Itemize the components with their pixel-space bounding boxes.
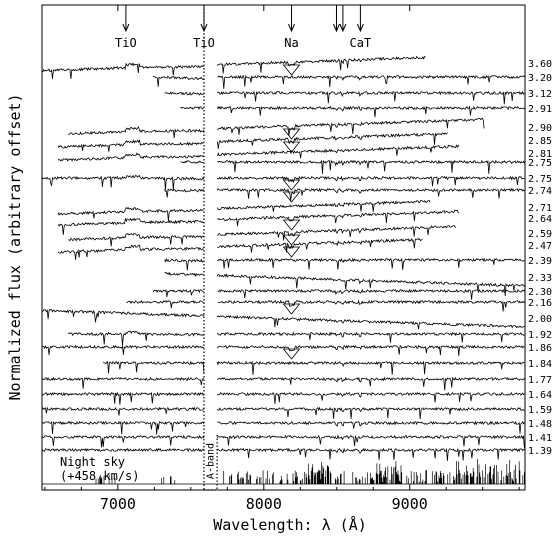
spectrum-line [42, 344, 525, 356]
a-band-label: A-band [206, 443, 217, 479]
plot-frame [41, 4, 526, 491]
marker-label: TiO [115, 36, 137, 50]
spectrum-line [57, 132, 448, 152]
spectrum-line [180, 159, 526, 174]
spectrum-line [68, 225, 457, 247]
marker-arrowhead [288, 23, 295, 33]
na-absorption-marker [282, 141, 301, 153]
spectrum-line [41, 391, 525, 405]
na-absorption-marker [282, 246, 301, 258]
spectrum-line [164, 271, 525, 297]
na-absorption-marker [282, 303, 301, 315]
night-sky-velocity: (+458 km/s) [60, 469, 139, 483]
series-label: 1.41 [528, 433, 552, 444]
x-tick-label: 7000 [100, 495, 136, 513]
spectrum-line [164, 90, 525, 105]
series-label: 1.59 [528, 405, 552, 416]
marker-label: TiO [193, 36, 215, 50]
spectrum-line [67, 330, 525, 346]
series-label: 3.60 [528, 59, 552, 70]
series-label: 1.84 [528, 359, 552, 370]
night-sky-spectrum: Night sky(+458 km/s) [42, 455, 525, 485]
marker-label: CaT [350, 36, 372, 50]
series-label: 2.47 [528, 241, 552, 252]
series-label: 2.00 [528, 314, 552, 325]
series-label: 2.75 [528, 158, 552, 169]
series-label: 1.77 [528, 375, 552, 386]
x-tick-label: 8000 [246, 495, 282, 513]
spectrum-line [126, 299, 526, 312]
spectrum-line [41, 308, 525, 330]
series-label: 3.20 [528, 73, 552, 84]
line-markers: TiO TiO Na CaT [115, 5, 371, 50]
marker-label: Na [284, 36, 298, 50]
night-sky-label: Night sky [60, 455, 125, 469]
series-label: 2.91 [528, 104, 552, 115]
series-label: 2.39 [528, 256, 552, 267]
spectrum-line [41, 55, 426, 80]
series-label: 2.74 [528, 186, 552, 197]
series-label: 1.86 [528, 343, 552, 354]
series-label: 2.16 [528, 298, 552, 309]
na-absorption-marker [282, 64, 301, 76]
series-label: 2.30 [528, 287, 552, 298]
series-label: 3.12 [528, 89, 552, 100]
night-sky-lines [42, 458, 525, 485]
spectrum-line [68, 117, 485, 139]
marker-arrowhead [122, 23, 130, 33]
spectrum-line [164, 187, 525, 201]
series-label: 1.48 [528, 419, 552, 430]
series-label: 2.33 [528, 273, 552, 284]
spectrum-line [152, 288, 526, 300]
series-label: 1.92 [528, 330, 552, 341]
series-label: 1.39 [528, 446, 552, 457]
series-label: 2.71 [528, 203, 552, 214]
a-band-region: A-band [203, 5, 218, 491]
x-tick-label: 9000 [392, 495, 428, 513]
na-absorption-marker [282, 348, 301, 360]
series-label: 2.81 [528, 149, 552, 160]
series-label: 2.75 [528, 174, 552, 185]
series-label: 1.64 [528, 390, 552, 401]
y-axis-label: Normalized flux (arbitrary offset) [6, 93, 24, 400]
series-labels: 3.603.203.122.912.902.852.812.752.752.74… [528, 59, 552, 457]
x-axis-ticks: 7000 8000 9000 [44, 5, 520, 513]
series-label: 2.85 [528, 136, 552, 147]
spectrum-line [41, 174, 525, 190]
series-label: 2.90 [528, 123, 552, 134]
spectra-series [41, 55, 526, 461]
spectrum-line [41, 447, 525, 461]
na-absorption-marker [282, 219, 301, 231]
spectrum-line [41, 406, 525, 420]
spectrum-line [164, 257, 525, 271]
spectrum-line [57, 209, 459, 235]
spectrum-line [41, 376, 525, 391]
spectrum-line [57, 144, 460, 162]
na-absorption-marker [282, 179, 301, 191]
x-axis-label: Wavelength: λ (Å) [213, 515, 367, 534]
spectrum-line [57, 237, 423, 260]
na-absorption-marker [282, 128, 301, 140]
spectrum-line [103, 360, 525, 375]
series-label: 2.64 [528, 214, 552, 225]
marker-arrowhead [333, 23, 340, 33]
na-absorption-marker [282, 191, 301, 203]
spectrum-line [57, 199, 431, 222]
spectrum-line [180, 105, 525, 118]
series-label: 2.59 [528, 229, 552, 240]
spectrum-line [41, 434, 525, 449]
spectrum-line [41, 420, 525, 435]
na-absorption-marker [282, 234, 301, 246]
marker-arrowhead [339, 23, 347, 33]
spectrum-line [152, 74, 526, 89]
marker-arrowhead [356, 23, 364, 33]
